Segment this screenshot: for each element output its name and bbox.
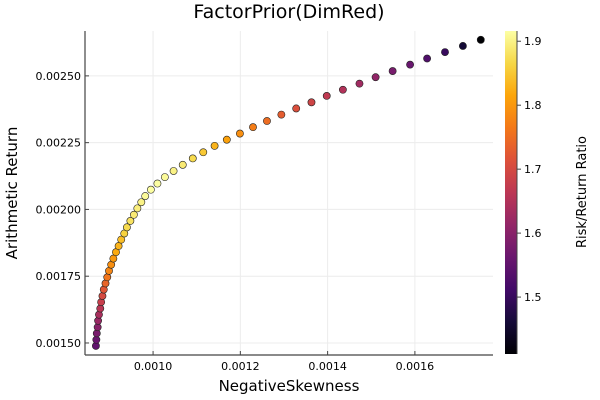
data-point <box>129 210 138 219</box>
y-axis-label: Arithmetic Return <box>3 127 21 260</box>
data-point <box>292 104 301 113</box>
data-point <box>441 48 449 57</box>
data-point <box>92 335 101 344</box>
data-points <box>92 35 485 350</box>
x-tick-label: 0.0012 <box>221 360 260 373</box>
colorbar-label: Risk/Return Ratio <box>575 136 590 248</box>
data-point <box>178 160 187 169</box>
data-point <box>476 35 485 44</box>
data-point <box>322 92 331 100</box>
data-point <box>93 323 102 332</box>
data-point <box>371 73 380 82</box>
data-point <box>137 198 146 207</box>
data-point <box>406 60 414 69</box>
data-point <box>355 79 364 88</box>
data-point <box>153 179 162 188</box>
x-axis-label: NegativeSkewness <box>219 377 360 395</box>
grid <box>85 31 493 355</box>
data-point <box>146 185 155 194</box>
data-point <box>98 292 107 300</box>
data-point <box>96 304 105 313</box>
data-point <box>210 141 219 150</box>
y-tick-label: 0.00250 <box>36 70 82 83</box>
data-point <box>388 67 397 75</box>
colorbar-tick-label: 1.9 <box>524 35 542 48</box>
data-point <box>249 123 257 132</box>
data-point <box>103 273 112 282</box>
data-point <box>141 192 150 200</box>
y-tick-label: 0.00225 <box>36 137 82 150</box>
data-point <box>307 98 316 107</box>
y-tick-label: 0.00200 <box>36 203 82 216</box>
colorbar-gradient <box>505 31 517 354</box>
data-point <box>126 217 135 225</box>
data-point <box>122 223 131 232</box>
y-tick-label: 0.00150 <box>36 337 82 350</box>
data-point <box>277 110 286 119</box>
colorbar: 1.5 1.6 1.7 1.8 1.9 <box>505 31 542 354</box>
colorbar-tick-label: 1.5 <box>524 291 542 304</box>
data-point <box>188 154 197 163</box>
data-point <box>236 129 244 138</box>
data-point <box>199 148 208 157</box>
x-tick-label: 0.0010 <box>134 360 173 373</box>
data-point <box>160 173 169 182</box>
x-tick-label: 0.0016 <box>396 360 435 373</box>
data-point <box>423 54 432 63</box>
colorbar-tick-label: 1.6 <box>524 227 542 240</box>
data-point <box>458 42 467 50</box>
colorbar-tick-label: 1.8 <box>524 99 542 112</box>
colorbar-tick-label: 1.7 <box>524 163 542 176</box>
data-point <box>133 204 142 213</box>
axes: 0.0010 0.0012 0.0014 0.0016 0.00150 0.00175 0.… <box>36 31 493 373</box>
x-tick-label: 0.0014 <box>308 360 347 373</box>
data-point <box>222 135 231 144</box>
data-point <box>338 85 347 94</box>
data-point <box>169 167 178 175</box>
y-tick-label: 0.00175 <box>36 270 82 283</box>
data-point <box>263 117 271 125</box>
chart-title: FactorPrior(DimRed) <box>193 1 384 23</box>
data-point <box>117 235 126 244</box>
